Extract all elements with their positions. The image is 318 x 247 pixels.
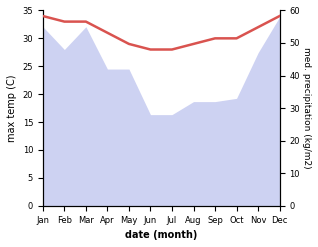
Y-axis label: max temp (C): max temp (C) (7, 74, 17, 142)
Y-axis label: med. precipitation (kg/m2): med. precipitation (kg/m2) (302, 47, 311, 169)
X-axis label: date (month): date (month) (125, 230, 197, 240)
